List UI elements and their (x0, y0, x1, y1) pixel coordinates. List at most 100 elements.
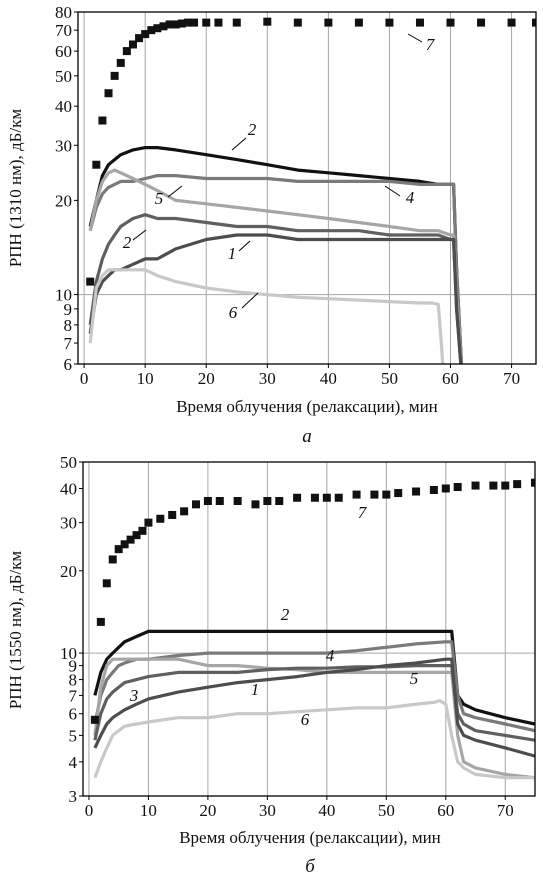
x-tick-label: 30 (259, 801, 276, 820)
series-line-1 (93, 657, 535, 758)
data-point-square (183, 18, 192, 27)
data-point-square (477, 18, 486, 27)
y-tick-label: 60 (55, 42, 72, 61)
data-point-square (202, 18, 211, 27)
x-tick-label: 40 (318, 801, 335, 820)
curve-label: 2 (281, 605, 290, 624)
x-tick-label: 0 (85, 801, 94, 820)
data-point-square (116, 58, 125, 67)
series-7-markers (86, 17, 536, 286)
x-tick-label: 70 (503, 369, 520, 388)
x-tick-label: 60 (442, 369, 459, 388)
y-tick-label: 8 (64, 316, 73, 335)
y-tick-label: 50 (60, 453, 77, 472)
x-tick-label: 20 (199, 801, 216, 820)
data-point-square (531, 478, 535, 487)
data-point-square (310, 493, 319, 502)
subtitle-b: б (305, 856, 316, 877)
data-point-square (322, 493, 331, 502)
series-line-6 (88, 268, 445, 364)
curve-label: 4 (406, 188, 415, 207)
data-point-square (532, 18, 536, 27)
x-tick-label: 30 (259, 369, 276, 388)
curve-label: 6 (229, 303, 238, 322)
curve-labels-b: 2 7 4 3 1 5 6 (129, 503, 419, 729)
data-point-square (471, 481, 480, 490)
series-group-b (90, 478, 535, 780)
data-point-square (135, 34, 144, 43)
leader-line (167, 185, 183, 198)
x-tick-label: 60 (437, 801, 454, 820)
y-tick-label: 7 (69, 686, 78, 705)
data-point-square (354, 18, 363, 27)
y-tick-label: 9 (69, 657, 78, 676)
data-point-square (98, 116, 107, 125)
data-point-square (138, 526, 147, 535)
leader-line (384, 185, 401, 197)
data-point-square (501, 481, 510, 490)
data-point-square (141, 30, 150, 39)
data-point-square (415, 18, 424, 27)
curve-label: 4 (326, 646, 335, 665)
curve-label: 2 (123, 233, 132, 252)
data-point-square (453, 483, 462, 492)
data-point-square (171, 20, 180, 29)
x-tick-label: 70 (497, 801, 514, 820)
plot-frame-a (77, 11, 537, 365)
data-point-square (429, 485, 438, 494)
y-axis-label-a: РПН (1310 нм), дБ/км (6, 109, 25, 268)
x-axis-label-b: Время облучения (релаксации), мин (179, 828, 441, 847)
data-point-square (370, 490, 379, 499)
series-7-markers (90, 478, 535, 724)
y-tick-label: 10 (55, 286, 72, 305)
y-tick-label: 50 (55, 67, 72, 86)
y-axis-label-b: РПН (1550 нм), дБ/км (6, 551, 25, 710)
leader-line (407, 33, 423, 43)
leader-line (241, 292, 259, 309)
y-tick-label: 70 (55, 21, 72, 40)
data-point-square (180, 507, 189, 516)
data-point-square (114, 545, 123, 554)
data-point-square (165, 20, 174, 29)
series-line-2 (88, 213, 463, 364)
data-point-square (147, 26, 156, 35)
data-point-square (394, 489, 403, 498)
data-point-square (92, 160, 101, 169)
data-point-square (96, 617, 105, 626)
data-point-square (507, 18, 516, 27)
curve-label: 5 (155, 189, 164, 208)
series-line-3 (93, 664, 535, 742)
plot-frame-b (82, 461, 536, 797)
data-point-square (132, 531, 141, 540)
data-point-square (128, 40, 137, 49)
leader-line (132, 229, 147, 241)
curve-label: 7 (358, 503, 368, 522)
data-point-square (513, 480, 522, 489)
curve-label: 1 (228, 244, 237, 263)
y-tick-label: 3 (69, 787, 78, 806)
data-point-square (120, 540, 129, 549)
curve-label: 3 (129, 686, 139, 705)
curve-label: 6 (301, 710, 310, 729)
data-point-square (86, 277, 95, 286)
data-point-square (203, 496, 212, 505)
data-point-square (293, 493, 302, 502)
data-point-square (251, 500, 260, 509)
data-point-square (412, 487, 421, 496)
series-line-1 (88, 233, 463, 364)
data-point-square (102, 579, 111, 588)
data-point-square (215, 496, 224, 505)
data-point-square (177, 19, 186, 28)
x-tick-label: 50 (378, 801, 395, 820)
series-group-a (86, 17, 536, 364)
data-point-square (153, 24, 162, 33)
data-point-square (352, 490, 361, 499)
data-point-square (232, 18, 241, 27)
data-point-square (324, 18, 333, 27)
data-point-square (110, 71, 119, 80)
y-tick-label: 80 (55, 3, 72, 22)
data-point-square (168, 510, 177, 519)
